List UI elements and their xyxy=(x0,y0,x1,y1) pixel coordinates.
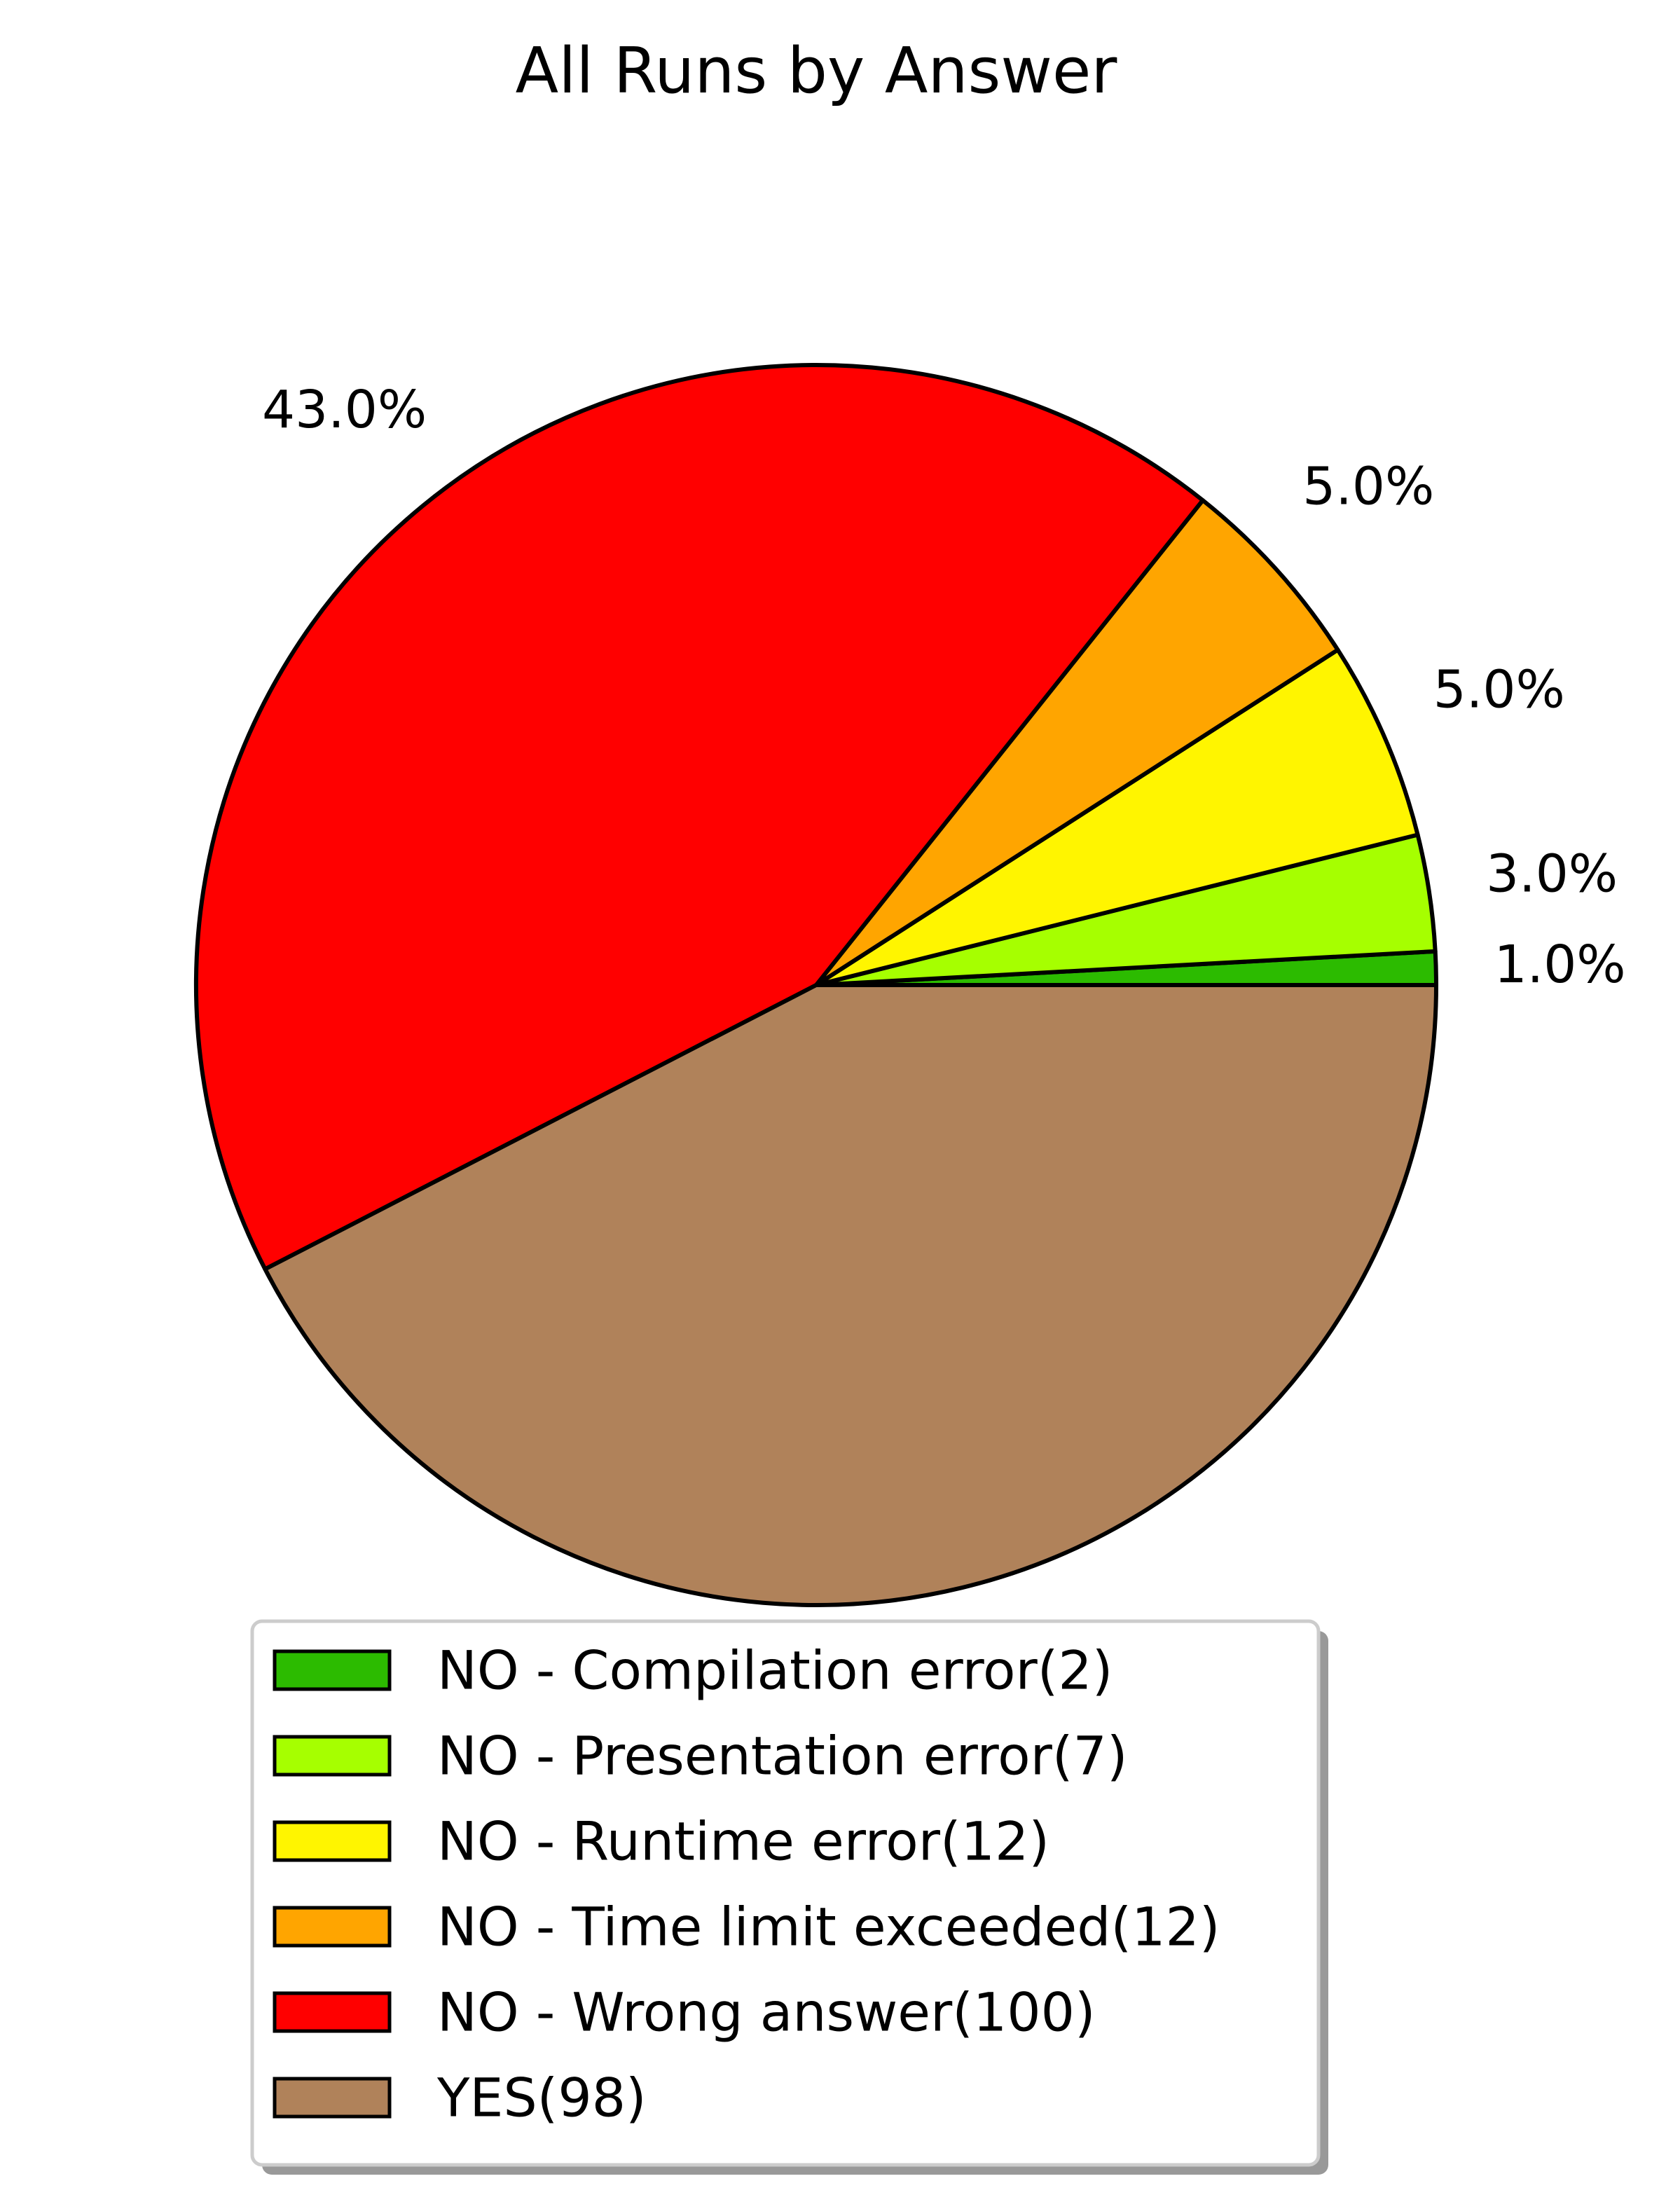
legend: NO - Compilation error(2) NO - Presentati… xyxy=(250,1619,1328,2175)
legend-label: YES(98) xyxy=(436,2067,647,2129)
pie-slice xyxy=(814,647,1420,987)
legend-label: NO - Runtime error(12) xyxy=(437,1810,1049,1873)
legend-items: NO - Compilation error(2) NO - Presentati… xyxy=(273,1639,1220,2129)
percent-label: 5.0% xyxy=(1302,456,1434,516)
legend-label: NO - Compilation error(2) xyxy=(437,1639,1113,1702)
legend-swatch xyxy=(273,1649,392,1691)
pie-slice xyxy=(814,498,1340,987)
legend-label: NO - Wrong answer(100) xyxy=(437,1981,1096,2044)
legend-box xyxy=(250,1619,1321,2167)
chart-title: All Runs by Answer xyxy=(516,34,1117,108)
percent-labels: 1.0% 3.0% 5.0% 5.0% 43.0% xyxy=(262,380,1626,995)
percent-label: 1.0% xyxy=(1494,935,1626,995)
legend-swatch xyxy=(273,1906,392,1948)
legend-swatch xyxy=(273,1991,392,2033)
percent-label: 5.0% xyxy=(1433,660,1565,720)
percent-label: 43.0% xyxy=(262,380,427,440)
legend-swatch xyxy=(273,1735,392,1777)
legend-swatch xyxy=(273,1820,392,1862)
legend-label: NO - Presentation error(7) xyxy=(437,1725,1128,1787)
percent-label: 3.0% xyxy=(1486,844,1618,904)
pie-slice xyxy=(194,363,1205,1272)
pie-slice xyxy=(263,983,1438,1607)
pie-slices xyxy=(194,363,1438,1607)
legend-label: NO - Time limit exceeded(12) xyxy=(437,1896,1220,1958)
legend-swatch xyxy=(273,2077,392,2119)
